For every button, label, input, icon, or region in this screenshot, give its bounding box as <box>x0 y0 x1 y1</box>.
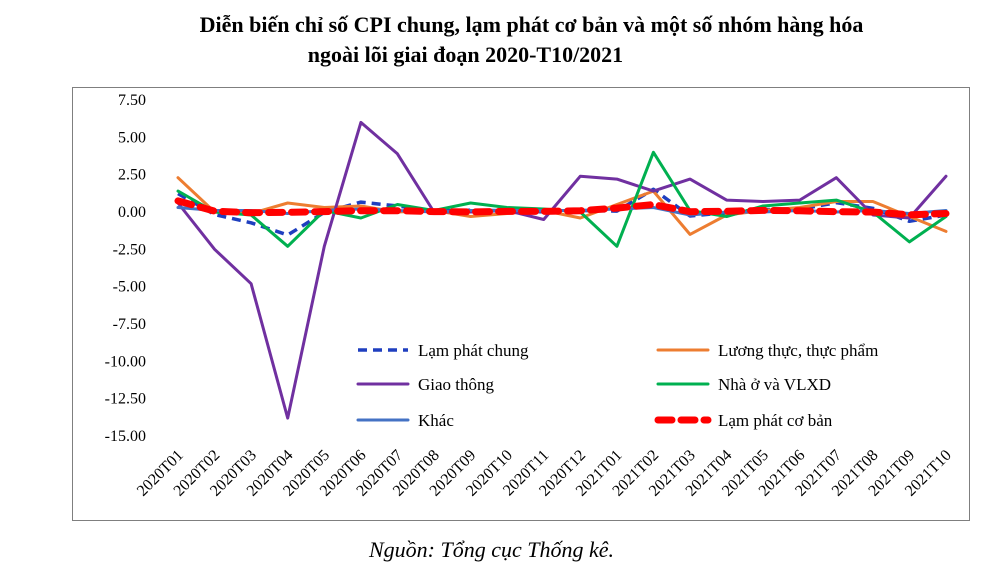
y-tick-label: -5.00 <box>113 279 146 296</box>
chart-title-line1: Diễn biến chỉ số CPI chung, lạm phát cơ … <box>199 12 864 37</box>
x-axis: 2020T012020T022020T032020T042020T052020T… <box>134 447 955 500</box>
y-tick-label: -12.50 <box>105 391 146 408</box>
y-tick-label: -15.00 <box>105 428 146 445</box>
series-line-giaothong <box>176 120 948 420</box>
series-line-luongthuc <box>176 176 948 236</box>
y-tick-label: 2.50 <box>118 167 146 184</box>
series-line-lamphat_chung <box>177 187 947 237</box>
chart-frame <box>72 87 970 521</box>
legend-label-nhao: Nhà ở và VLXD <box>718 375 831 394</box>
y-tick-label: 0.00 <box>118 204 146 221</box>
legend: Lạm phát chung Lương thực, thực phẩm Giao … <box>356 341 878 430</box>
y-tick-label: 5.00 <box>118 129 146 146</box>
y-tick-label: -7.50 <box>113 316 146 333</box>
y-tick-label: -2.50 <box>113 241 146 258</box>
legend-label-lamphat_chung: Lạm phát chung <box>418 341 529 360</box>
source-note: Nguồn: Tổng cục Thống kê. <box>368 537 615 562</box>
legend-label-luongthuc: Lương thực, thực phẩm <box>718 341 878 360</box>
y-axis: 7.50 5.00 2.50 0.00 -2.50 -5.00 -7.50 -10.00 -12… <box>105 92 146 445</box>
legend-label-lamphat_cb: Lạm phát cơ bản <box>718 411 833 430</box>
y-tick-label: -10.00 <box>105 353 146 370</box>
legend-label-khac: Khác <box>418 411 454 430</box>
y-tick-label: 7.50 <box>118 92 146 109</box>
series-lines <box>174 120 950 420</box>
legend-label-giaothong: Giao thông <box>418 375 495 394</box>
chart-title-line2: ngoài lõi giai đoạn 2020-T10/2021 <box>307 42 624 67</box>
series-line-lamphat_cb <box>174 197 950 219</box>
